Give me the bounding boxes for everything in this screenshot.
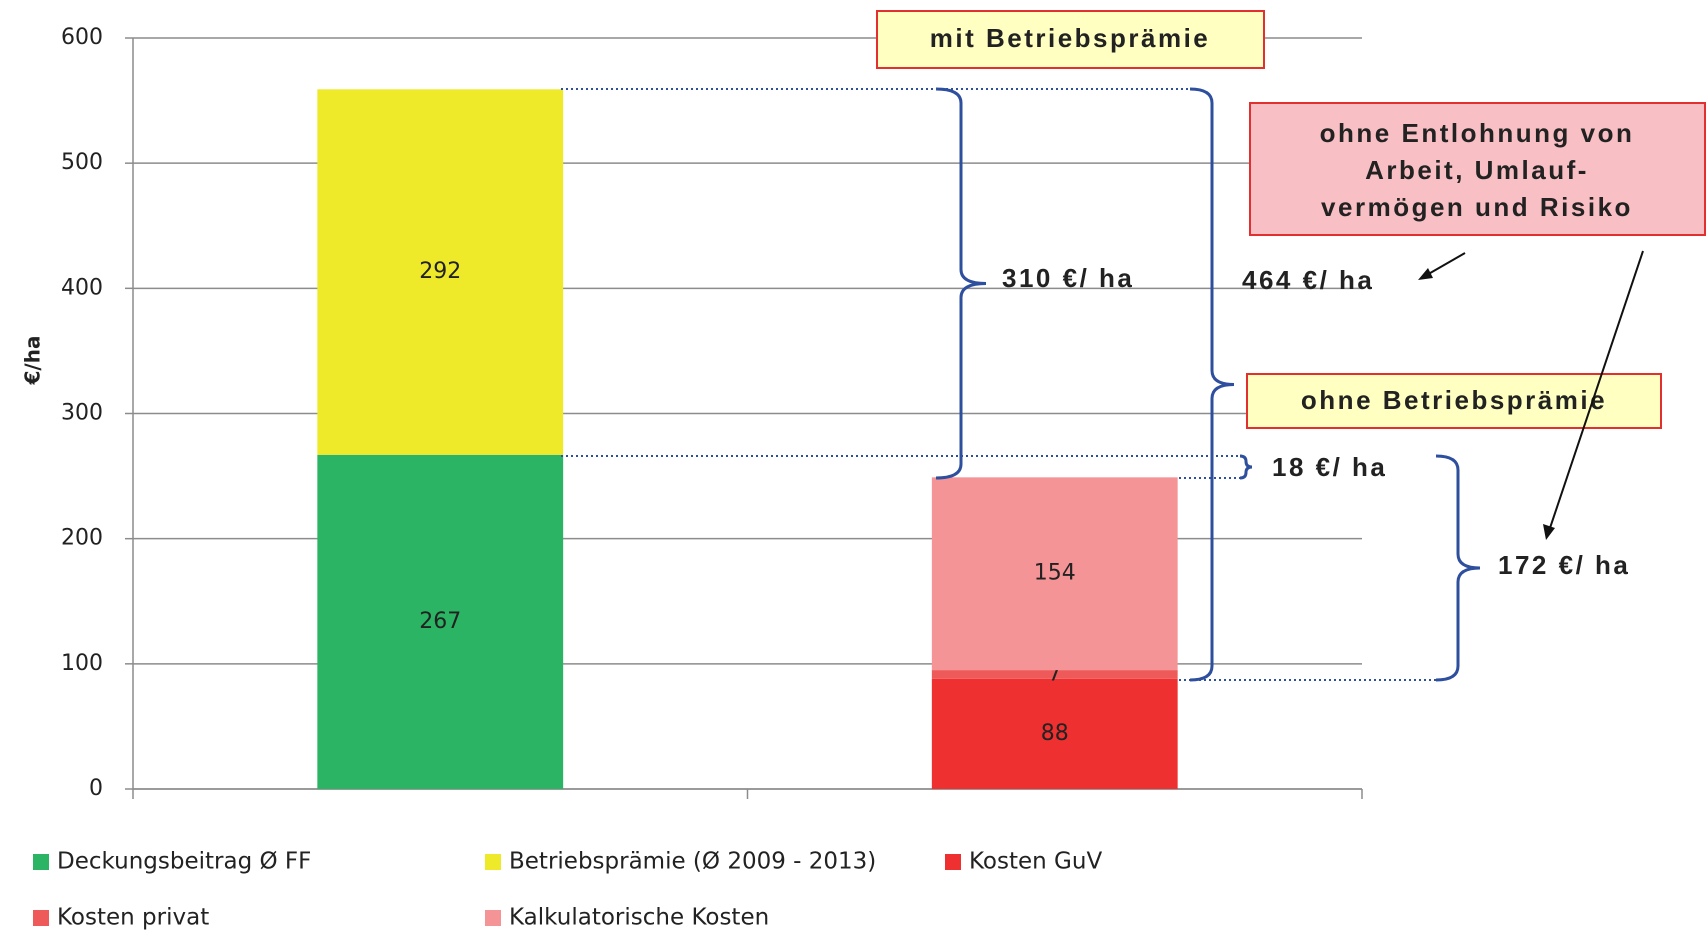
brace bbox=[1435, 454, 1481, 682]
brace bbox=[1189, 87, 1235, 682]
data-label: 88 bbox=[1041, 721, 1069, 746]
y-tick-label: 600 bbox=[61, 25, 103, 50]
legend-swatch bbox=[33, 854, 49, 870]
bar-segment bbox=[931, 670, 1178, 679]
annotation: vermögen und Risiko bbox=[1321, 192, 1633, 222]
legend: Deckungsbeitrag Ø FF Betriebsprämie (Ø 20… bbox=[33, 849, 1102, 931]
legend-swatch bbox=[485, 910, 501, 926]
bar-segment bbox=[317, 89, 564, 455]
y-tick-label: 100 bbox=[61, 651, 103, 676]
annotation-box bbox=[876, 10, 1265, 69]
annotation: mit Betriebsprämie bbox=[930, 23, 1211, 53]
legend-label: Kosten GuV bbox=[969, 849, 1102, 875]
legend-label: Betriebsprämie (Ø 2009 - 2013) bbox=[509, 849, 876, 875]
annotation: ohne Betriebsprämie bbox=[1301, 385, 1607, 415]
legend-swatch bbox=[33, 910, 49, 926]
annotation: Arbeit, Umlauf- bbox=[1365, 155, 1589, 185]
bar-segment bbox=[931, 477, 1178, 671]
y-tick-label: 0 bbox=[89, 776, 103, 801]
annotation: 18 €/ ha bbox=[1272, 452, 1387, 482]
bar-segment bbox=[317, 454, 564, 789]
legend-label: Kalkulatorische Kosten bbox=[509, 905, 769, 931]
legend-swatch bbox=[485, 854, 501, 870]
annotations: mit Betriebsprämie ohne Entlohnung von A… bbox=[561, 10, 1706, 682]
y-axis-label: €/ha bbox=[21, 336, 45, 386]
legend-label: Kosten privat bbox=[57, 905, 209, 931]
legend-swatch bbox=[945, 854, 961, 870]
annotation: ohne Entlohnung von bbox=[1320, 118, 1635, 148]
arrow bbox=[1424, 252, 1466, 277]
y-tick-label: 300 bbox=[61, 401, 103, 426]
arrow bbox=[1549, 250, 1644, 529]
arrow-head bbox=[1418, 268, 1433, 280]
bar-segment bbox=[931, 678, 1178, 789]
annotation: 172 €/ ha bbox=[1498, 550, 1630, 580]
y-tick-label: 400 bbox=[61, 275, 103, 300]
data-label: 154 bbox=[1034, 561, 1076, 586]
y-tick-label: 500 bbox=[61, 150, 103, 175]
arrow-head bbox=[1543, 524, 1555, 540]
annotation-box bbox=[1249, 102, 1706, 236]
data-label: 267 bbox=[419, 609, 461, 634]
annotation: 464 €/ ha bbox=[1242, 265, 1374, 295]
data-label: 292 bbox=[419, 259, 461, 284]
brace bbox=[935, 87, 987, 480]
legend-label: Deckungsbeitrag Ø FF bbox=[57, 849, 311, 875]
y-tick-label: 200 bbox=[61, 526, 103, 551]
brace bbox=[1239, 454, 1253, 480]
annotation: 310 €/ ha bbox=[1002, 263, 1134, 293]
